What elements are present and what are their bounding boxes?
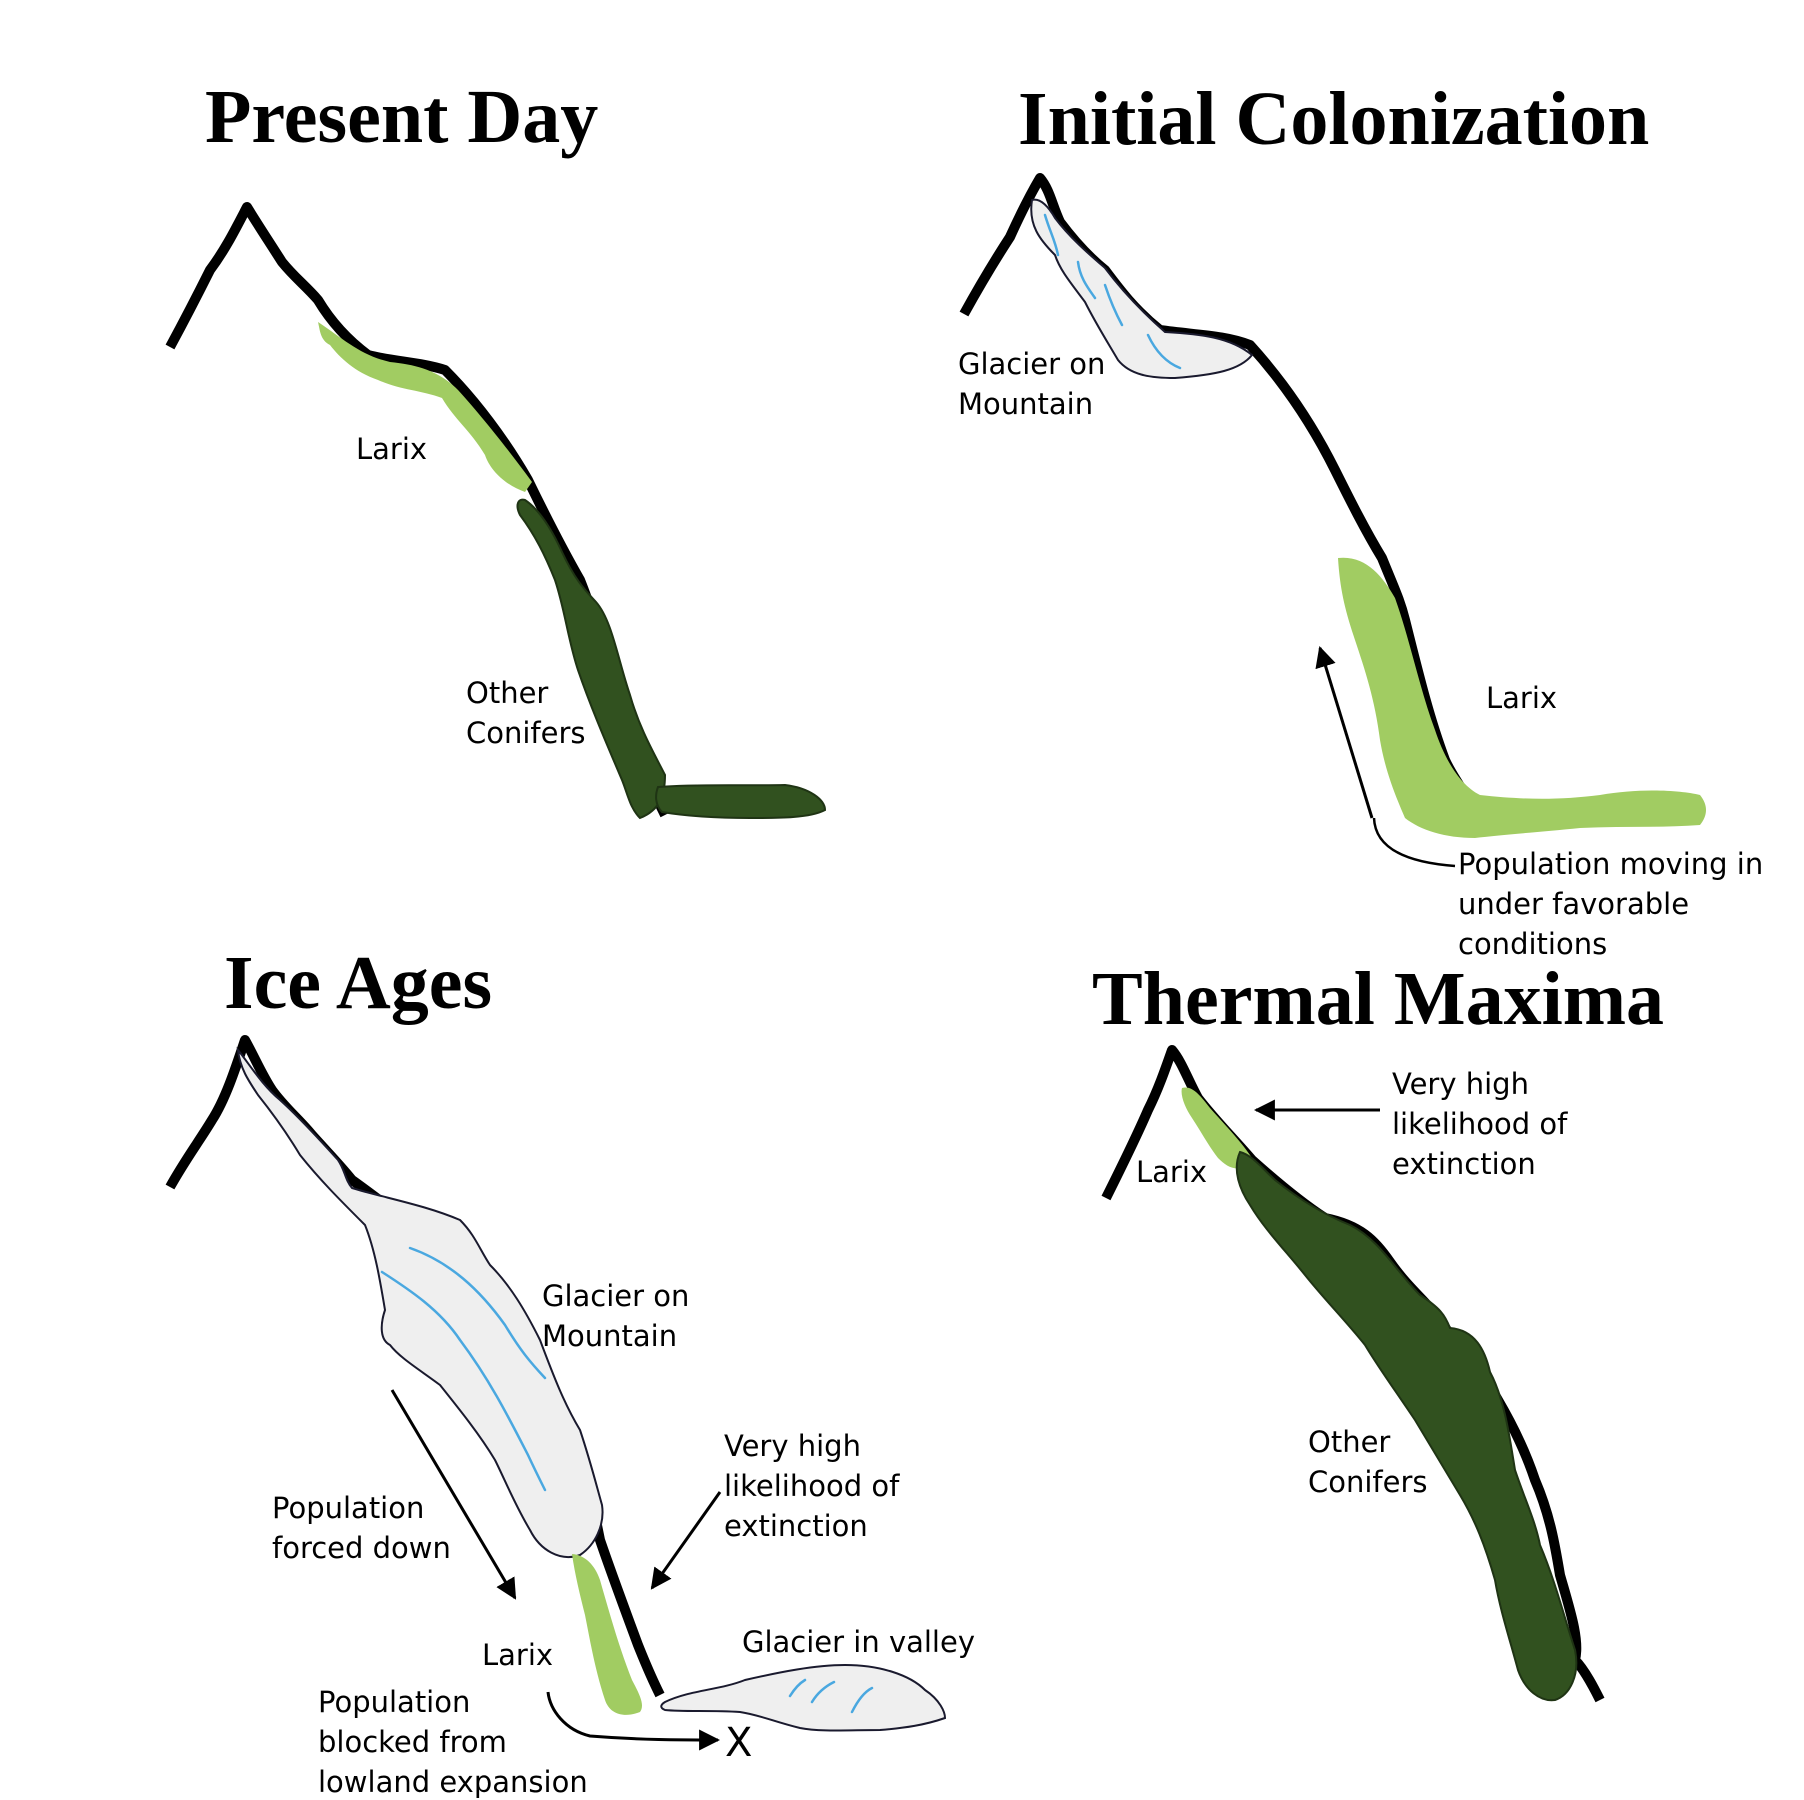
thermal-maxima-conifers-label-1: Other	[1308, 1425, 1390, 1459]
initial-colonization-population-label-3: conditions	[1458, 927, 1607, 961]
ice-ages-title: Ice Ages	[224, 941, 492, 1025]
initial-colonization-crevasse-4	[1146, 333, 1182, 370]
present-day-larix-band	[318, 322, 532, 492]
ice-ages-glacier-mountain-label-1: Glacier on	[542, 1279, 689, 1313]
thermal-maxima-conifers-label-2: Conifers	[1308, 1465, 1428, 1499]
panel-ice-ages: Ice Ages Glacier on Mountain Population …	[165, 941, 975, 1799]
ice-ages-blocked-arrow	[546, 1691, 721, 1751]
present-day-conifers-label-1: Other	[466, 676, 548, 710]
ice-ages-crevasse-1	[408, 1246, 547, 1380]
initial-colonization-population-leader	[1372, 817, 1456, 868]
initial-colonization-population-label-1: Population moving in	[1458, 847, 1763, 881]
ice-ages-forced-down-label-2: forced down	[272, 1531, 451, 1565]
ice-ages-valley-crevasse-3	[850, 1686, 874, 1714]
panel-initial-colonization: Initial Colonization Glacier on Mountain…	[958, 77, 1763, 961]
ice-ages-valley-glacier	[660, 1663, 947, 1732]
ice-ages-forced-down-label-1: Population	[272, 1491, 424, 1525]
initial-colonization-mountain-glacier	[1030, 198, 1254, 380]
present-day-lowland-conifers	[655, 783, 827, 820]
ice-ages-crevasse-2	[380, 1270, 547, 1492]
ice-ages-blocked-label-1: Population	[318, 1685, 470, 1719]
ice-ages-glacier-mountain-label-2: Mountain	[542, 1319, 677, 1353]
ice-ages-blocked-label-3: lowland expansion	[318, 1765, 588, 1799]
ice-ages-forced-down-arrow	[390, 1389, 517, 1600]
initial-colonization-crevasse-1	[1043, 213, 1060, 257]
initial-colonization-crevasse-3	[1103, 283, 1124, 327]
thermal-maxima-title: Thermal Maxima	[1092, 957, 1664, 1041]
panel-present-day: Present Day Larix Other Conifers	[165, 75, 827, 820]
initial-colonization-glacier-label-2: Mountain	[958, 387, 1093, 421]
ice-ages-extinction-label-3: extinction	[724, 1509, 868, 1543]
ice-ages-blocked-marker: X	[725, 1720, 752, 1766]
ice-ages-valley-crevasse-1	[788, 1678, 807, 1698]
initial-colonization-larix-label: Larix	[1486, 681, 1557, 715]
present-day-title: Present Day	[205, 75, 598, 159]
ice-ages-larix-band	[572, 1554, 643, 1715]
ice-ages-extinction-label-1: Very high	[724, 1429, 861, 1463]
ice-ages-mountain-glacier	[236, 1046, 604, 1558]
thermal-maxima-extinction-label-3: extinction	[1392, 1147, 1536, 1181]
ice-ages-glacier-valley-label: Glacier in valley	[742, 1625, 975, 1659]
thermal-maxima-extinction-label-2: likelihood of	[1392, 1107, 1568, 1141]
initial-colonization-crevasse-2	[1076, 260, 1097, 300]
present-day-conifers-label-2: Conifers	[466, 716, 586, 750]
initial-colonization-population-label-2: under favorable	[1458, 887, 1689, 921]
panel-thermal-maxima: Thermal Maxima Very high likelihood of e…	[1092, 957, 1664, 1703]
initial-colonization-mountain	[959, 173, 1467, 793]
initial-colonization-title: Initial Colonization	[1018, 77, 1649, 161]
ice-ages-extinction-label-2: likelihood of	[724, 1469, 900, 1503]
present-day-larix-label: Larix	[356, 432, 427, 466]
initial-colonization-migration-arrow	[1315, 645, 1374, 819]
ice-ages-extinction-arrow	[650, 1491, 722, 1590]
thermal-maxima-larix-label: Larix	[1136, 1155, 1207, 1189]
present-day-conifer-band	[516, 498, 667, 820]
ice-ages-larix-label: Larix	[482, 1638, 553, 1672]
present-day-mountain	[165, 202, 670, 818]
ice-ages-valley-crevasse-2	[810, 1680, 836, 1704]
thermal-maxima-conifer-band	[1235, 1150, 1578, 1702]
thermal-maxima-larix-band	[1181, 1087, 1252, 1169]
initial-colonization-larix-band	[1338, 557, 1706, 838]
thermal-maxima-extinction-label-1: Very high	[1392, 1067, 1529, 1101]
ice-ages-blocked-label-2: blocked from	[318, 1725, 507, 1759]
initial-colonization-glacier-label-1: Glacier on	[958, 347, 1105, 381]
